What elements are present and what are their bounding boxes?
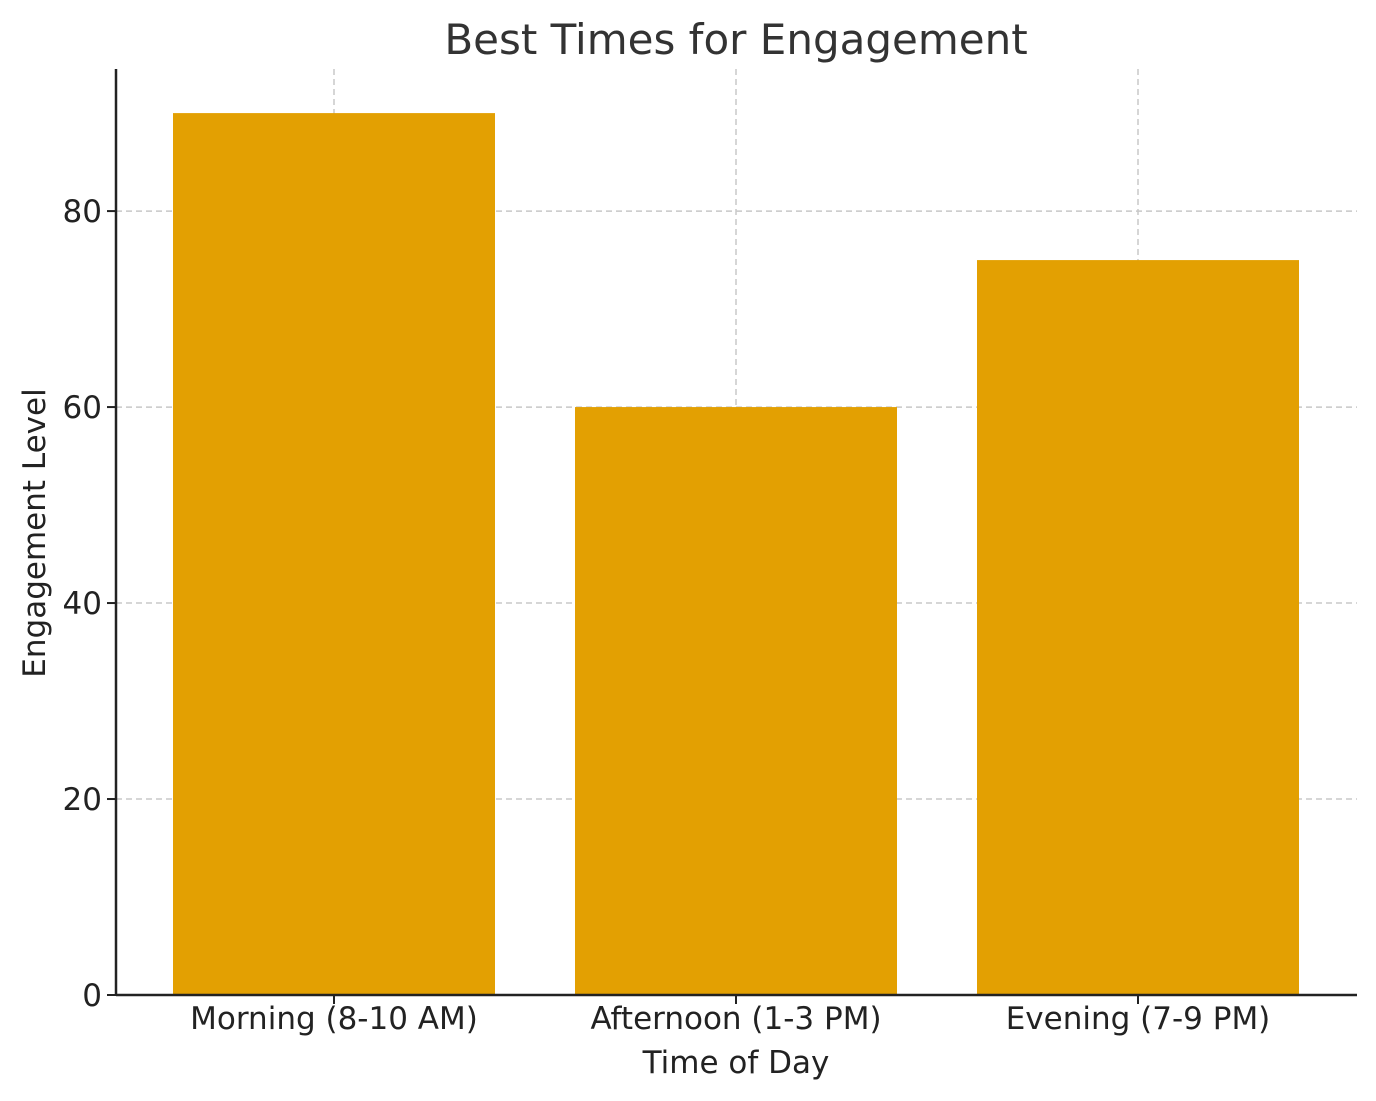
- y-tick-label-0: 0: [82, 978, 102, 1014]
- bar-0: [173, 113, 495, 996]
- ticks: 0 20 40 60 80 Morning (8-10 AM) Afternoon (1-3…: [63, 194, 1271, 1037]
- bar-1: [575, 407, 897, 996]
- y-tick-label-3: 60: [63, 390, 102, 426]
- chart-title: Best Times for Engagement: [444, 15, 1027, 64]
- y-axis-label: Engagement Level: [17, 388, 53, 677]
- y-tick-label-4: 80: [63, 194, 102, 230]
- y-tick-label-1: 20: [63, 782, 102, 818]
- y-tick-label-2: 40: [63, 586, 102, 622]
- x-tick-label-1: Afternoon (1-3 PM): [590, 1001, 881, 1037]
- x-axis-label: Time of Day: [642, 1045, 830, 1081]
- bar-2: [977, 260, 1299, 996]
- bars: [173, 113, 1299, 996]
- x-tick-label-0: Morning (8-10 AM): [190, 1001, 478, 1037]
- x-tick-label-2: Evening (7-9 PM): [1006, 1001, 1271, 1037]
